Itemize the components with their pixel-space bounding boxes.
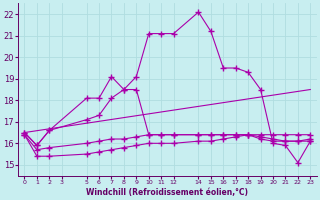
- X-axis label: Windchill (Refroidissement éolien,°C): Windchill (Refroidissement éolien,°C): [86, 188, 248, 197]
